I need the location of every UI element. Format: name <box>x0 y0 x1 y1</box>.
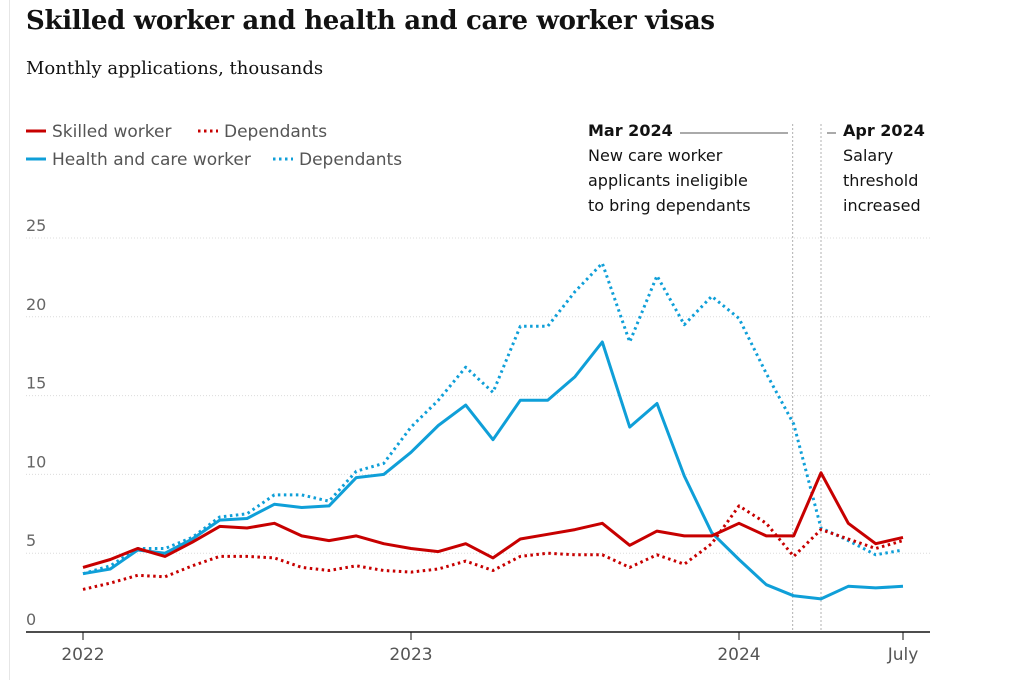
chart-subtitle: Monthly applications, thousands <box>26 58 324 79</box>
annotation-apr2024-line-2: threshold <box>843 171 918 190</box>
x-axis: 2022 2023 2024 July <box>26 631 930 665</box>
legend: Skilled worker Dependants Health and care … <box>26 122 402 170</box>
y-tick-label-15: 15 <box>26 374 46 393</box>
y-tick-label-25: 25 <box>26 216 46 235</box>
annotation-mar2024-line-2: applicants ineligible <box>588 171 748 190</box>
y-tick-label-5: 5 <box>26 531 36 550</box>
annotation-apr2024-heading: Apr 2024 <box>843 121 925 140</box>
annotation-mar2024-heading: Mar 2024 <box>588 121 673 140</box>
x-tick-label-2024: 2024 <box>717 645 760 665</box>
y-tick-label-0: 0 <box>26 610 36 629</box>
gridlines: 0 5 10 15 20 25 <box>26 216 930 629</box>
legend-label-skilled-worker: Skilled worker <box>52 122 171 142</box>
x-tick-label-2023: 2023 <box>389 645 432 665</box>
series-line-health-and-care-worker <box>82 340 904 601</box>
annotations: Mar 2024 New care worker applicants inelig… <box>588 121 925 632</box>
annotation-apr2024-line-3: increased <box>843 196 921 215</box>
chart-title: Skilled worker and health and care worke… <box>26 6 715 36</box>
left-border-rule <box>9 0 10 680</box>
x-tick-label-2022: 2022 <box>61 645 104 665</box>
series-line-health-and-care-worker-dependants <box>82 261 904 576</box>
series-lines <box>82 261 904 601</box>
series-line-skilled-worker-dependants <box>82 504 904 591</box>
y-tick-label-20: 20 <box>26 295 46 314</box>
annotation-apr2024-line-1: Salary <box>843 146 893 165</box>
annotation-mar2024-line-1: New care worker <box>588 146 723 165</box>
legend-label-health-and-care-worker: Health and care worker <box>52 150 251 170</box>
x-tick-label-july: July <box>887 645 919 665</box>
annotation-mar2024-line-3: to bring dependants <box>588 196 751 215</box>
legend-label-health-and-care-worker-dependants: Dependants <box>299 150 402 170</box>
y-tick-label-10: 10 <box>26 452 46 471</box>
series-line-skilled-worker <box>82 471 904 569</box>
legend-label-skilled-worker-dependants: Dependants <box>224 122 327 142</box>
